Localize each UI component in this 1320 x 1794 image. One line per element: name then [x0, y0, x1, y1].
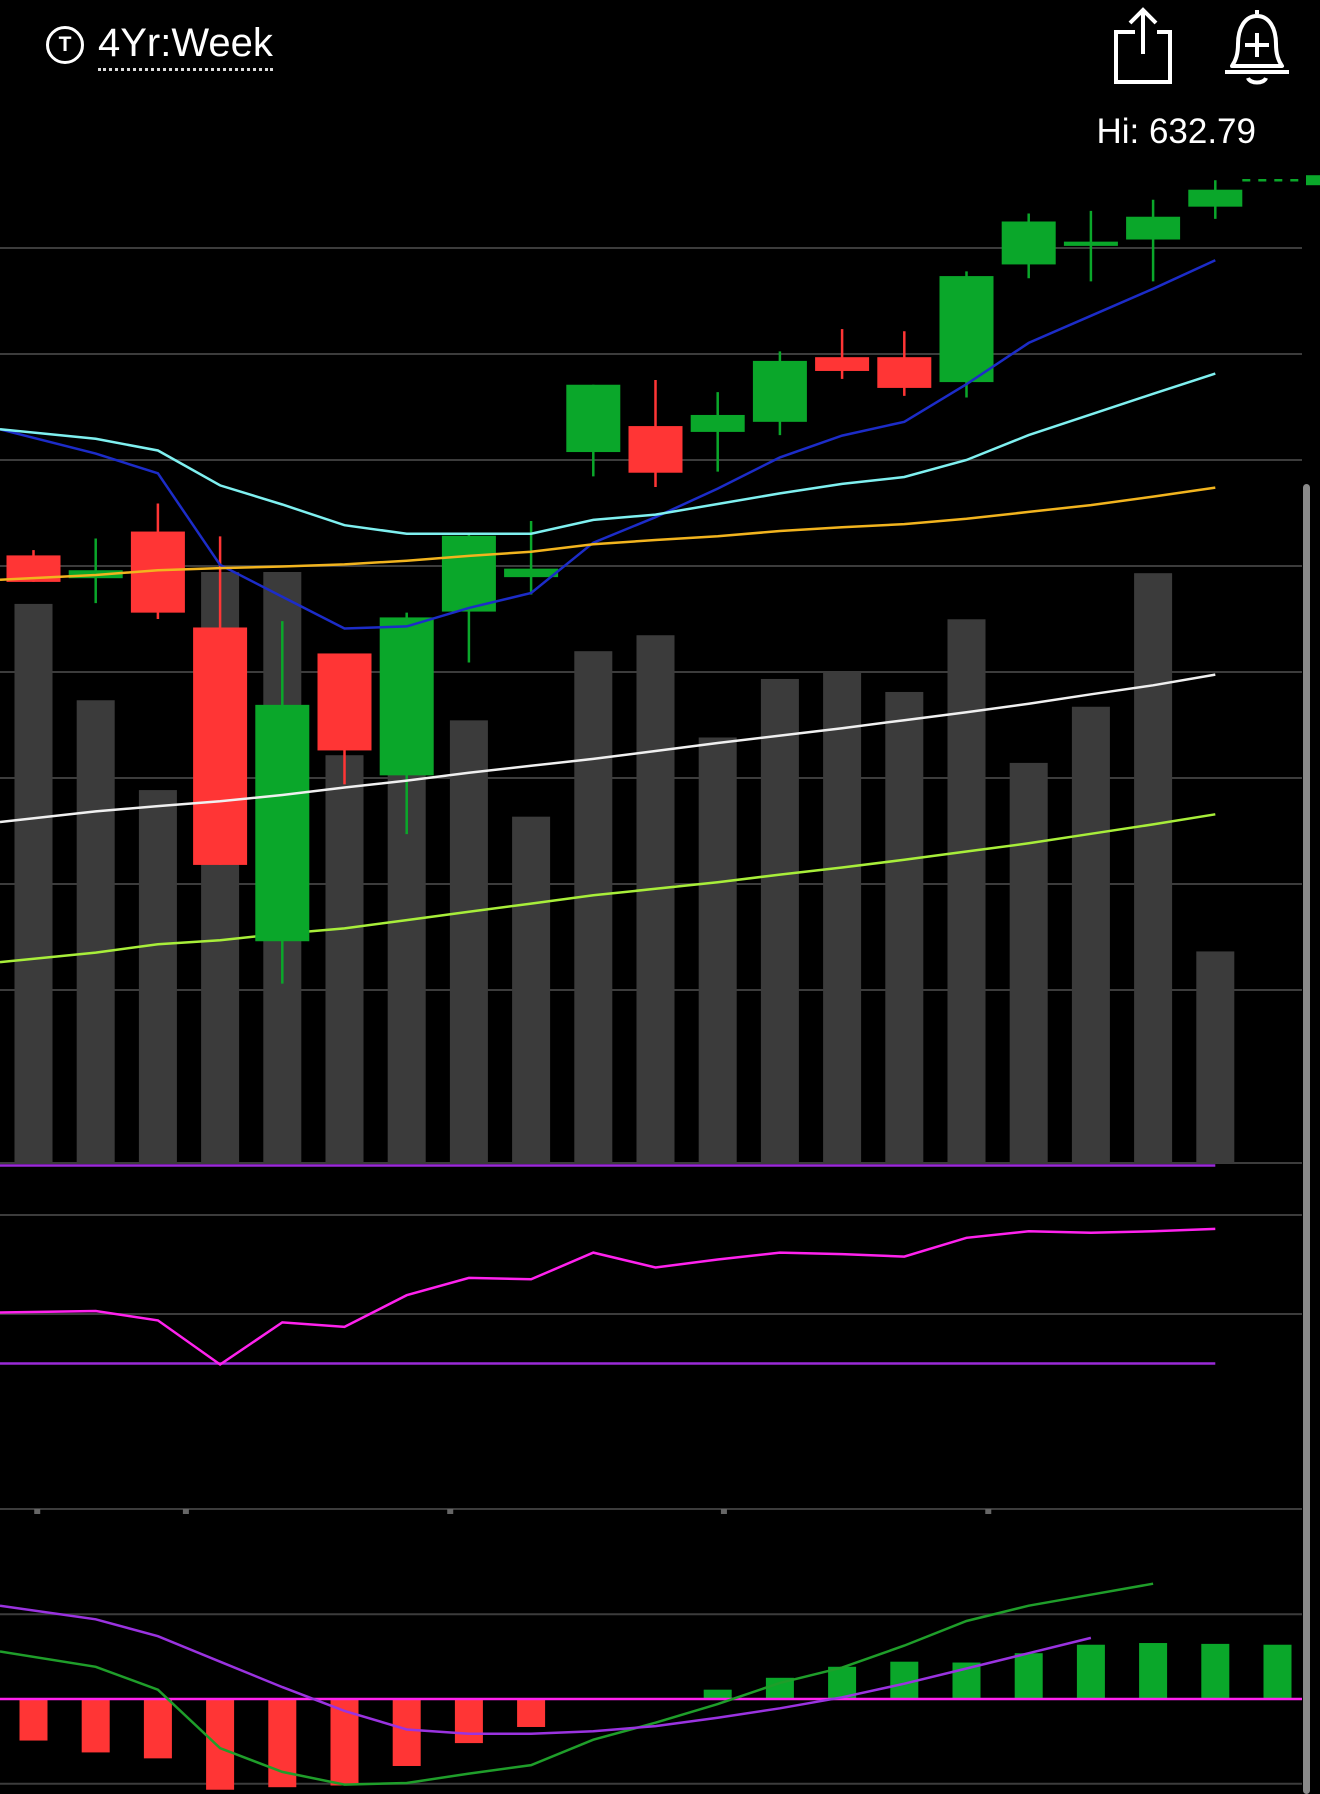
volume-average-line: [0, 813, 1216, 964]
macd-histogram-bar: [454, 1699, 483, 1744]
high-price-marker: [1306, 175, 1320, 186]
volume-bar: [1071, 706, 1110, 1163]
high-price-readout: Hi: 632.79: [1096, 112, 1256, 151]
rsi-line: [0, 1227, 1216, 1367]
macd-histogram-bar: [206, 1699, 235, 1790]
macd-line: [0, 1604, 1092, 1736]
volume-bar: [14, 603, 53, 1163]
macd-histogram-bar: [81, 1699, 110, 1753]
x-tick-mark: [720, 1509, 727, 1514]
candle-body: [566, 384, 621, 453]
macd-histogram-bar: [143, 1699, 172, 1759]
candle-body: [504, 568, 559, 578]
volume-bar: [760, 678, 799, 1163]
x-tick-mark: [447, 1509, 454, 1514]
volume-bar: [1009, 762, 1048, 1163]
ticker-t-icon: T: [46, 26, 84, 64]
macd-histogram-bar: [392, 1699, 421, 1766]
macd-histogram: [19, 1643, 1292, 1790]
volume-bar: [885, 691, 924, 1163]
chart-header: T 4Yr:Week Hi: 632.79: [0, 0, 1320, 151]
macd-histogram-bar: [828, 1666, 857, 1699]
moving-average-line: [0, 486, 1216, 582]
volume-bar: [76, 700, 115, 1163]
macd-histogram-bar: [1201, 1643, 1230, 1699]
candle-body: [690, 414, 745, 432]
macd-histogram-bar: [19, 1699, 48, 1741]
x-tick-mark: [34, 1509, 41, 1514]
macd-histogram-bar: [703, 1689, 732, 1699]
macd-histogram-bar: [1263, 1644, 1292, 1699]
period-label[interactable]: 4Yr:Week: [98, 20, 273, 71]
macd-line: [0, 1582, 1154, 1786]
moving-average-line: [0, 673, 1216, 824]
macd-histogram-bar: [1076, 1644, 1105, 1699]
candle-body: [1001, 221, 1056, 265]
volume-bar: [325, 755, 364, 1163]
volume-bar: [574, 651, 613, 1163]
period-selector[interactable]: T 4Yr:Week: [46, 20, 273, 71]
candle-body: [1063, 241, 1118, 246]
candle-body: [628, 426, 683, 473]
volume-bar: [1196, 951, 1235, 1163]
candle-body: [193, 627, 248, 865]
moving-average-line: [0, 259, 1216, 630]
volume-bar: [636, 635, 675, 1163]
moving-average-line: [0, 372, 1216, 535]
candles: [6, 180, 1243, 984]
volume-bar: [947, 619, 986, 1163]
x-tick-mark: [985, 1509, 992, 1514]
scrollbar[interactable]: [1303, 484, 1310, 1794]
share-button[interactable]: [1108, 2, 1184, 90]
bell-plus-icon: [1225, 10, 1289, 85]
x-tick-mark: [182, 1509, 189, 1514]
volume-bar: [449, 720, 488, 1163]
candle-body: [1126, 216, 1181, 240]
alert-button[interactable]: [1212, 2, 1302, 90]
candle-body: [255, 704, 310, 942]
candle-body: [1188, 189, 1243, 207]
volume-bar: [698, 737, 737, 1163]
volume-bar: [512, 816, 551, 1163]
candle-body: [441, 535, 496, 612]
volume-bar: [138, 790, 177, 1163]
macd-histogram-bar: [1139, 1643, 1168, 1699]
macd-histogram-bar: [517, 1699, 546, 1727]
macd-histogram-bar: [765, 1677, 794, 1699]
candle-body: [877, 357, 932, 388]
volume-bar: [823, 672, 862, 1163]
candle-body: [939, 276, 994, 383]
candle-body: [379, 617, 434, 776]
candle-body: [317, 653, 372, 751]
volume-bar: [1134, 573, 1173, 1163]
macd-histogram-bar: [1014, 1653, 1043, 1699]
candle-body: [752, 360, 807, 422]
candle-body: [815, 357, 870, 371]
share-icon: [1114, 7, 1172, 84]
